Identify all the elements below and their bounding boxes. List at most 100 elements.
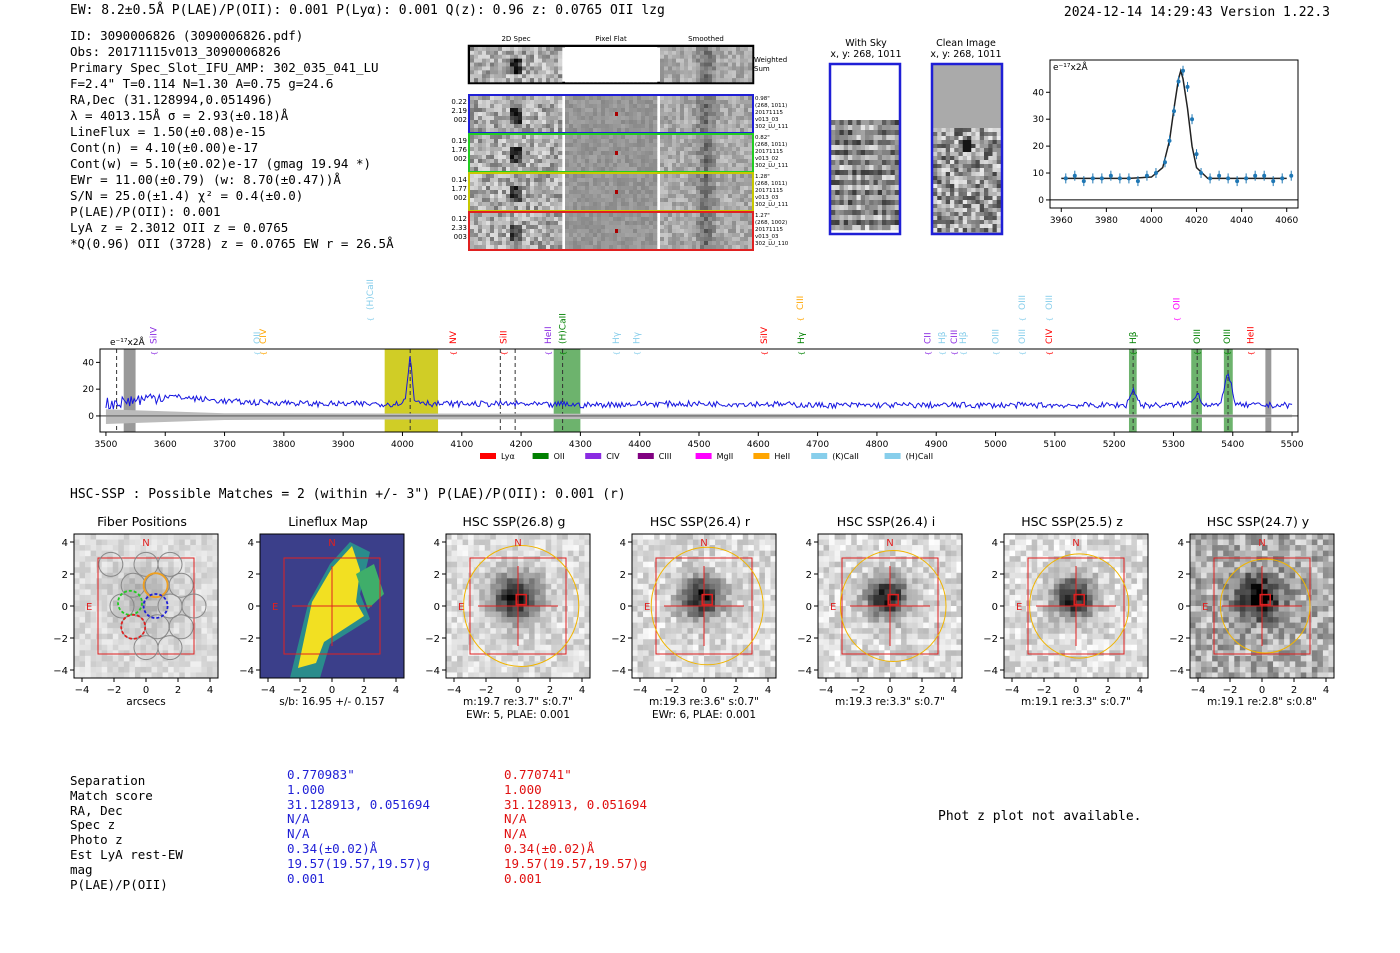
with-sky-image xyxy=(831,65,900,233)
line-label-brace: { xyxy=(924,351,932,355)
line-label-group-26: HeII { xyxy=(1247,326,1257,355)
hsc-ytick-label: −4 xyxy=(1169,666,1184,677)
spec-xtick-label: 3600 xyxy=(154,440,177,450)
zoom-data-point xyxy=(1081,179,1086,184)
hsc-xtick-label: 0 xyxy=(515,685,521,696)
spec-ytick-label: 40 xyxy=(83,358,95,368)
region-oii-2 xyxy=(1191,349,1202,432)
info-line-13: *Q(0.96) OII (3728) z = 0.0765 EW r = 26… xyxy=(70,236,394,251)
east-label-4: E xyxy=(830,602,836,613)
line-label-group-15: CIII { xyxy=(950,330,960,356)
match1-value-3: N/A xyxy=(287,811,310,827)
hsc-panels: Fiber Positions N E −4 −4 −2 −2 0 0 2 2 4 4 arcsecs Li… xyxy=(40,512,1360,727)
zoom-data-point xyxy=(1289,173,1294,178)
info-line-7: Cont(n) = 4.10(±0.00)e-17 xyxy=(70,140,259,155)
zoom-data-point xyxy=(1167,138,1172,143)
exposure-left-2-1: 1.77 xyxy=(451,185,467,193)
hsc-panel-svg-0: N E −4 −4 −2 −2 0 0 2 2 4 4 xyxy=(53,533,219,696)
exposure-right-0-2: 20171115 xyxy=(755,110,783,116)
hsc-xtick-label: −2 xyxy=(665,685,680,696)
spec-xtick-label: 4900 xyxy=(925,440,948,450)
legend-swatch-3 xyxy=(637,453,654,459)
line-label-18: OIII xyxy=(1018,295,1028,310)
zoom-data-point xyxy=(1135,179,1140,184)
hsc-panel-title-0: Fiber Positions xyxy=(97,514,187,529)
line-label-group-8: Hγ { xyxy=(612,331,622,355)
fiber-highlight-0 xyxy=(142,572,169,599)
aperture-box-1 xyxy=(283,557,381,655)
timestamp-version: 2024-12-14 14:29:43 Version 1.22.3 xyxy=(1063,5,1330,20)
hsc-ytick-label: 2 xyxy=(806,570,812,581)
hsc-panel-title-2: HSC SSP(26.8) g xyxy=(462,514,566,529)
line-label-26: HeII xyxy=(1247,326,1257,344)
hsc-panel-title-4: HSC SSP(26.4) i xyxy=(836,514,936,529)
info-line-4: RA,Dec (31.128994,0.051496) xyxy=(70,92,274,107)
spec-xtick-label: 5300 xyxy=(1162,440,1185,450)
cutout-row2-spec xyxy=(470,174,563,211)
zoom-data-point xyxy=(1244,176,1249,181)
hsc-ytick-label: 2 xyxy=(1178,570,1184,581)
legend-label-4: MgII xyxy=(717,452,734,461)
zoom-data-point xyxy=(1144,173,1149,178)
spec-xtick-label: 4600 xyxy=(747,440,770,450)
line-label-brace: { xyxy=(560,351,568,355)
hsc-ytick-label: 0 xyxy=(62,602,68,613)
hsc-xtick-label: −2 xyxy=(1037,685,1052,696)
spec-xtick-label: 3900 xyxy=(332,440,355,450)
hsc-xtick-label: 0 xyxy=(887,685,893,696)
line-label-brace: { xyxy=(1130,351,1138,355)
line-label-11: CIII xyxy=(796,296,806,310)
exposure-right-2-3: v013_03 xyxy=(755,195,779,201)
line-label-group-0: SiIV { xyxy=(149,326,159,355)
zoom-data-point xyxy=(1108,173,1113,178)
hsc-panel-svg-1: N E −4 −4 −2 −2 0 0 2 2 4 4 xyxy=(239,533,405,696)
hsc-ytick-label: 4 xyxy=(992,538,998,549)
cutout-row0-flat xyxy=(565,96,658,133)
hsc-xtick-label: 4 xyxy=(1323,685,1329,696)
info-line-12: LyA z = 2.3012 OII z = 0.0765 xyxy=(70,220,289,235)
spec-ytick-label: 0 xyxy=(88,412,94,422)
zoom-data-point xyxy=(1090,176,1095,181)
east-label-6: E xyxy=(1202,602,1208,613)
match-2-values: 0.770741" 1.000 31.128913, 0.051694 N/A N/A 0… xyxy=(504,767,647,886)
line-label-brace: { xyxy=(797,317,805,321)
line-label-20: OIII xyxy=(1045,295,1055,310)
info-line-0: ID: 3090006826 (3090006826.pdf) xyxy=(70,28,304,43)
zoom-data-point xyxy=(1217,173,1222,178)
match-label-6: mag xyxy=(70,861,93,877)
hsc-ytick-label: 4 xyxy=(1178,538,1184,549)
hsc-ytick-label: −4 xyxy=(611,666,626,677)
match-1-values: 0.770983" 1.000 31.128913, 0.051694 N/A N/A 0… xyxy=(287,767,430,886)
hsc-xtick-label: −2 xyxy=(479,685,494,696)
cutout-col-title-2: Smoothed xyxy=(688,35,724,43)
hsc-panel-5: HSC SSP(25.5) z N E −4 −4 −2 −2 0 0 2 2 4 4 m:19.1 re… xyxy=(970,512,1156,727)
hsc-ytick-label: 2 xyxy=(992,570,998,581)
with-sky-coords: x, y: 268, 1011 xyxy=(830,49,902,60)
hsc-xtick-label: 0 xyxy=(143,685,149,696)
line-label-group-6: HeII { xyxy=(544,326,554,355)
zoom-data-point xyxy=(1181,68,1186,73)
hsc-xtick-label: 2 xyxy=(919,685,925,696)
spec-ytick-label: 20 xyxy=(83,385,95,395)
match2-value-0: 0.770741" xyxy=(504,767,572,782)
hsc-caption-4: m:19.3 re:3.3" s:0.7" xyxy=(835,696,945,708)
fiber-circle-5 xyxy=(120,572,146,598)
hsc-panel-title-6: HSC SSP(24.7) y xyxy=(1206,514,1310,529)
legend-label-6: (K)CaII xyxy=(832,452,859,461)
hsc-panel-title-1: Lineflux Map xyxy=(288,514,368,529)
hsc-xtick-label: 4 xyxy=(579,685,585,696)
match2-value-2: 31.128913, 0.051694 xyxy=(504,796,647,812)
legend-swatch-6 xyxy=(811,453,828,459)
line-label-brace: { xyxy=(1173,317,1181,321)
line-label-group-24: OIII { xyxy=(1193,329,1203,356)
flat-hotpixel-0 xyxy=(615,112,618,116)
north-label-3: N xyxy=(700,538,707,549)
line-label-brace: { xyxy=(613,351,621,355)
info-line-8: Cont(w) = 5.10(±0.02)e-17 (gmag 19.94 *) xyxy=(70,156,372,171)
match1-value-6: 19.57(19.57,19.57)g xyxy=(287,855,430,871)
spec-xtick-label: 5500 xyxy=(1281,440,1304,450)
legend-label-5: HeII xyxy=(774,452,790,461)
line-label-brace: { xyxy=(545,351,553,355)
exposure-left-0-2: 002 xyxy=(454,116,467,124)
